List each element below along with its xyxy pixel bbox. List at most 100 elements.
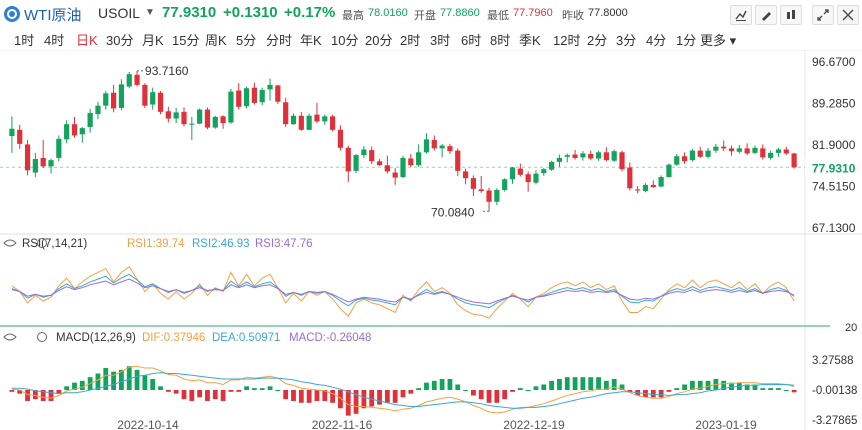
macd-histogram-bar: [48, 389, 54, 401]
candle-body: [509, 167, 516, 180]
line-style-icon[interactable]: [730, 5, 752, 25]
candle-body: [290, 115, 297, 125]
macd-histogram-bar: [283, 389, 289, 400]
macd-histogram-bar: [314, 389, 320, 401]
candle-body: [564, 155, 570, 157]
tab-20分[interactable]: 20分: [365, 33, 393, 48]
rsi3-label: RSI3:47.76: [255, 238, 313, 250]
candle-body: [635, 189, 641, 191]
macd-histogram-bar: [619, 384, 625, 390]
candle-body: [525, 174, 531, 183]
macd-tick-label: -3.27865: [812, 415, 857, 427]
candle-body: [744, 148, 750, 154]
tab-12时[interactable]: 12时: [553, 33, 581, 48]
candle-body: [666, 164, 672, 178]
date-tick-label: 2022-10-14: [117, 418, 179, 430]
price-tick-label: 74.5150: [812, 180, 856, 194]
current-price-box: [805, 158, 862, 177]
macd-histogram-bar: [744, 384, 750, 390]
macd-histogram-bar: [251, 388, 257, 390]
candle-body: [259, 89, 265, 103]
macd-histogram-bar: [338, 389, 343, 409]
tab-3分[interactable]: 3分: [616, 33, 637, 48]
macd-eye-icon: [3, 333, 17, 341]
tab-5分[interactable]: 5分: [236, 33, 257, 48]
instrument-symbol[interactable]: USOIL: [98, 5, 141, 21]
candle-body: [150, 92, 156, 105]
candlestick-chart: 96.6700 89.2850 81.9000 74.5150 67.1300 77.93…: [0, 50, 862, 430]
candle-body: [768, 152, 774, 158]
macd-histogram-bar: [158, 386, 163, 390]
macd-histogram-bar: [549, 380, 555, 390]
macd-histogram-bar: [228, 389, 234, 392]
tab-2时[interactable]: 2时: [400, 33, 421, 48]
draw-icon[interactable]: [755, 5, 777, 25]
tab-月K[interactable]: 月K: [142, 33, 164, 48]
dif-series-line: [11, 365, 795, 414]
macd-histogram-bar: [126, 366, 132, 390]
tab-年K[interactable]: 年K: [300, 33, 322, 48]
candle-body: [517, 168, 523, 175]
candle-body: [79, 128, 85, 135]
tab-3时[interactable]: 3时: [430, 33, 451, 48]
tab-4时[interactable]: 4时: [44, 33, 65, 48]
macd-histogram-bar: [267, 386, 273, 390]
macd-histogram-bar: [557, 379, 562, 390]
macd-histogram-bar: [353, 389, 359, 414]
tab-30分[interactable]: 30分: [106, 33, 134, 48]
tab-8时[interactable]: 8时: [490, 33, 511, 48]
candle-body: [236, 90, 242, 107]
candle-body: [48, 160, 54, 167]
macd-indicator-label: MACD(12,26,9): [56, 332, 136, 344]
macd-histogram-bar: [40, 389, 46, 401]
open-label: 开盘: [414, 10, 436, 22]
tab-周K[interactable]: 周K: [205, 33, 227, 48]
chevron-down-icon[interactable]: ▼: [145, 7, 155, 18]
macd-tick-label: -0.00138: [812, 385, 857, 397]
macd-histogram-bar: [56, 389, 62, 394]
macd-histogram-bar: [580, 377, 586, 390]
tab-1分[interactable]: 1分: [676, 33, 697, 48]
macd-histogram-bar: [181, 389, 187, 400]
tab-more[interactable]: 更多 ▾: [700, 33, 737, 48]
macd-histogram-bar: [760, 388, 766, 390]
tab-10分[interactable]: 10分: [331, 33, 359, 48]
candle-body: [783, 149, 789, 154]
instrument-logo-icon: [4, 6, 20, 22]
candle-body: [689, 150, 696, 161]
macd-histogram-bar: [205, 389, 210, 401]
compare-icon[interactable]: [780, 5, 802, 25]
macd-histogram-bar: [752, 384, 758, 390]
date-tick-label: 2023-01-19: [695, 418, 757, 430]
macd-histogram-bar: [525, 389, 531, 391]
settings-icon[interactable]: [837, 5, 859, 25]
tab-2分[interactable]: 2分: [587, 33, 608, 48]
candle-body: [306, 115, 312, 130]
tab-季K[interactable]: 季K: [519, 33, 541, 48]
expand-icon[interactable]: [812, 5, 834, 25]
candle-body: [549, 161, 555, 170]
macd-value-label: MACD:-0.26048: [289, 332, 371, 344]
macd-histogram-bar: [384, 389, 390, 403]
tab-日K[interactable]: 日K: [76, 33, 98, 48]
date-tick-label: 2022-12-19: [503, 418, 565, 430]
macd-histogram-bar: [72, 382, 77, 390]
tab-15分[interactable]: 15分: [172, 33, 200, 48]
price-tick-label: 81.9000: [812, 138, 856, 152]
tab-4分[interactable]: 4分: [646, 33, 667, 48]
macd-histogram-bar: [721, 380, 727, 390]
candle-body: [658, 177, 664, 187]
macd-histogram-bar: [345, 389, 351, 416]
macd-histogram-bar: [408, 389, 414, 394]
candle-body: [157, 92, 164, 112]
macd-histogram-bar: [197, 389, 203, 398]
candle-body: [228, 91, 234, 123]
tab-6时[interactable]: 6时: [461, 33, 482, 48]
macd-histogram-bar: [165, 389, 171, 392]
macd-histogram-bar: [111, 371, 116, 390]
tab-1时[interactable]: 1时: [14, 33, 35, 48]
candle-body: [595, 152, 602, 159]
macd-histogram-bar: [17, 389, 23, 394]
tab-分时[interactable]: 分时: [266, 33, 293, 48]
candle-body: [650, 184, 656, 188]
